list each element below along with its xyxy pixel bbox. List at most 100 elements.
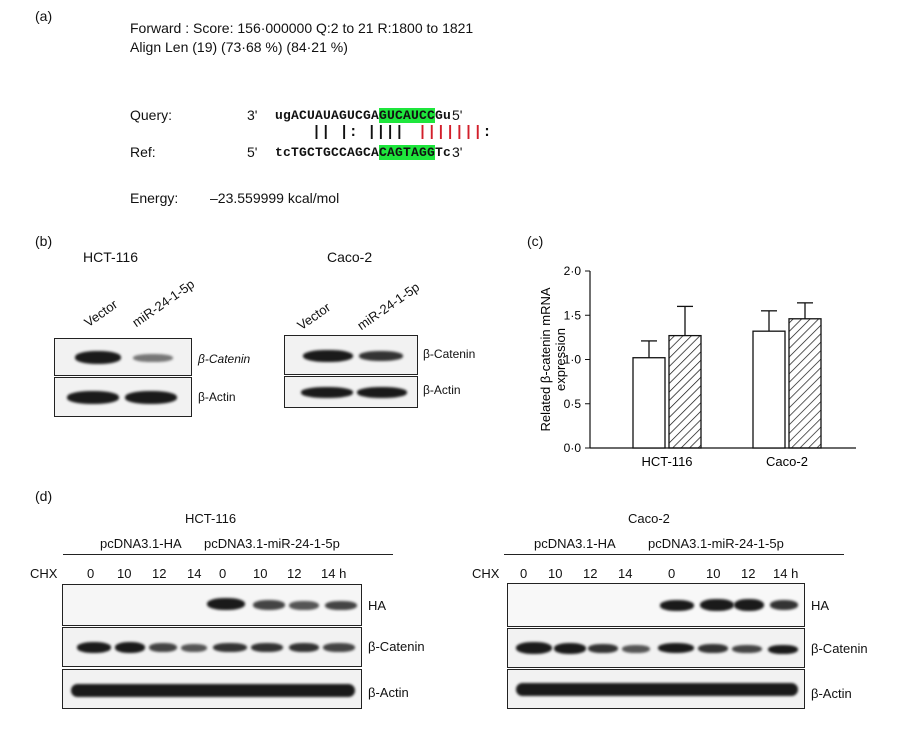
band	[251, 643, 283, 652]
d-right-time-5: 10	[706, 566, 721, 581]
band	[75, 351, 121, 364]
panel-label-d: (d)	[35, 488, 53, 504]
query-seed-highlight: GUCAUCC	[379, 108, 436, 123]
ref-sequence: tcTGCTGCCAGCACAGTAGGTc	[275, 145, 451, 160]
energy-value: –23.559999 kcal/mol	[210, 190, 340, 206]
band	[622, 645, 650, 653]
pair-colon: :	[482, 124, 492, 141]
band	[734, 599, 764, 611]
blot-caco-actin	[284, 376, 418, 408]
d-right-time-7: 14 h	[773, 566, 799, 581]
d-right-time-6: 12	[741, 566, 756, 581]
ref-3prime: 3'	[452, 144, 463, 160]
ref-5prime: 5'	[247, 144, 258, 160]
d-left-title: HCT-116	[185, 511, 237, 526]
lane-label-vector-caco: Vector	[294, 299, 334, 333]
band	[77, 642, 111, 653]
y-axis-label: Related β-catenin mRNAexpression	[538, 287, 568, 431]
d-left-time-6: 12	[287, 566, 302, 581]
caco-actin-label: β-Actin	[423, 383, 461, 397]
band	[301, 387, 353, 398]
d-left-time-7: 14 h	[321, 566, 347, 581]
ref-seq-prefix: tcTGCTGCCAGCA	[275, 145, 380, 160]
band	[213, 643, 247, 652]
band	[516, 683, 798, 696]
query-sequence: ugACUAUAGUCGAGUCAUCCGu	[275, 108, 451, 123]
band	[325, 601, 357, 610]
alignment-pairs: || |: |||| |||||||:	[312, 124, 492, 141]
band	[303, 350, 353, 362]
blot-d-left-ha	[62, 584, 362, 626]
band	[698, 644, 728, 653]
y-tick-label: 1·0	[564, 353, 582, 367]
x-category-label: HCT-116	[641, 454, 692, 469]
caco2-title: Caco-2	[327, 249, 373, 265]
bar-hct-116-1	[668, 334, 702, 449]
band	[588, 644, 618, 653]
d-right-time-1: 10	[548, 566, 563, 581]
band	[125, 391, 177, 404]
pair-marks-black: || |: ||||	[312, 124, 405, 141]
d-right-chx: CHX	[472, 566, 500, 581]
band	[115, 642, 145, 653]
blot-hct-actin	[54, 377, 192, 417]
d-left-time-1: 10	[117, 566, 132, 581]
d-left-ha-label: HA	[368, 598, 387, 613]
x-category-label: Caco-2	[766, 454, 808, 469]
d-right-time-4: 0	[668, 566, 676, 581]
forward-score-line: Forward : Score: 156·000000 Q:2 to 21 R:…	[130, 20, 474, 36]
band	[67, 391, 119, 404]
band	[359, 351, 403, 361]
band	[660, 600, 694, 611]
lane-label-mir-hct: miR-24-1-5p	[129, 276, 198, 330]
ref-label: Ref:	[130, 144, 156, 160]
y-tick-label: 0·0	[564, 441, 582, 455]
d-left-group-underline	[63, 554, 393, 555]
d-left-time-3: 14	[187, 566, 202, 581]
query-seq-suffix: Gu	[435, 108, 452, 123]
d-right-group1: pcDNA3.1-HA	[534, 536, 616, 551]
d-left-time-0: 0	[87, 566, 95, 581]
bar-hct-116-0	[632, 357, 666, 449]
panel-label-c: (c)	[527, 233, 544, 249]
d-right-time-3: 14	[618, 566, 633, 581]
d-right-ha-label: HA	[811, 598, 830, 613]
band	[181, 644, 207, 652]
band	[71, 684, 355, 697]
d-left-time-2: 12	[152, 566, 167, 581]
band	[207, 598, 245, 610]
query-seq-prefix: ugACUAUAGUCGA	[275, 108, 380, 123]
query-3prime: 3'	[247, 107, 258, 123]
d-left-catenin-label: β-Catenin	[368, 639, 425, 654]
d-right-group2: pcDNA3.1-miR-24-1-5p	[648, 536, 784, 551]
align-length-line: Align Len (19) (73·68 %) (84·21 %)	[130, 39, 348, 55]
band	[253, 600, 285, 610]
d-left-group1: pcDNA3.1-HA	[100, 536, 182, 551]
band	[658, 643, 694, 653]
band	[289, 601, 319, 610]
y-tick-label: 2·0	[564, 264, 582, 278]
blot-caco-catenin	[284, 335, 418, 375]
blot-hct-catenin	[54, 338, 192, 376]
panel-label-a: (a)	[35, 8, 53, 24]
band	[289, 643, 319, 652]
band	[323, 643, 355, 652]
d-right-time-0: 0	[520, 566, 528, 581]
blot-d-left-catenin	[62, 627, 362, 667]
d-right-group-underline	[504, 554, 844, 555]
band	[700, 599, 734, 611]
band	[516, 642, 552, 654]
band	[732, 645, 762, 653]
energy-label: Energy:	[130, 190, 179, 206]
y-tick-label: 0·5	[564, 397, 582, 411]
d-left-group2: pcDNA3.1-miR-24-1-5p	[204, 536, 340, 551]
panel-label-b: (b)	[35, 233, 53, 249]
ref-seed-highlight: CAGTAGG	[379, 145, 436, 160]
blot-d-right-catenin	[507, 628, 805, 668]
d-left-chx: CHX	[30, 566, 58, 581]
query-5prime: 5'	[452, 107, 463, 123]
band	[768, 645, 798, 654]
y-tick-label: 1·5	[564, 308, 582, 322]
lane-label-mir-caco: miR-24-1-5p	[354, 279, 423, 333]
band	[133, 354, 173, 362]
